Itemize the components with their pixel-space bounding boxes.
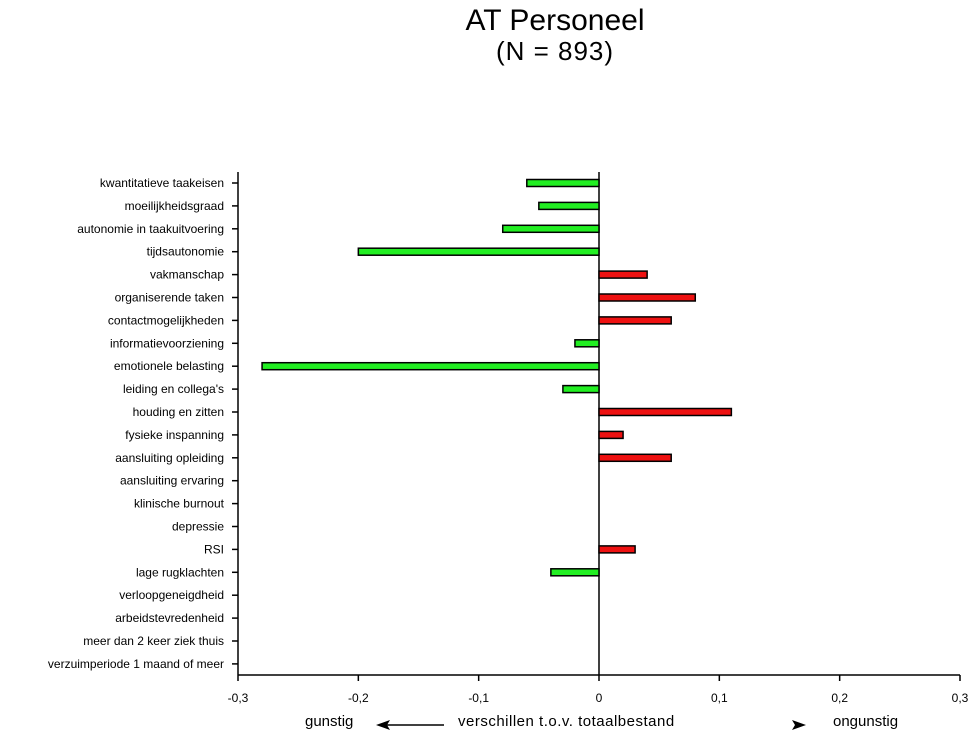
footer-unfavorable-label: ongunstig (833, 713, 899, 730)
category-label: tijdsautonomie (147, 245, 225, 259)
category-label: verloopgeneigdheid (119, 588, 224, 602)
category-label: arbeidstevredenheid (115, 611, 224, 625)
x-tick-label: 0,2 (831, 691, 848, 705)
bar (598, 430, 624, 440)
title-line-2: (N = 893) (495, 36, 615, 66)
category-label: autonomie in taakuitvoering (77, 222, 224, 236)
category-label: klinische burnout (134, 497, 225, 511)
arrow-right-icon (792, 720, 806, 730)
bar (501, 224, 600, 234)
category-label: RSI (204, 542, 224, 556)
category-label: kwantitatieve taakeisen (100, 176, 224, 190)
category-label: depressie (172, 520, 224, 534)
bar (598, 453, 672, 463)
footer-axis-caption: verschillen t.o.v. totaalbestand (458, 713, 675, 730)
category-label: lage rugklachten (136, 565, 224, 579)
category-label: meer dan 2 keer ziek thuis (83, 634, 224, 648)
x-tick-label: -0,1 (468, 691, 489, 705)
bar (574, 339, 600, 348)
bar (598, 407, 733, 417)
category-label: emotionele belasting (114, 359, 224, 373)
x-tick-label: -0,3 (228, 691, 249, 705)
category-label: contactmogelijkheden (108, 313, 224, 327)
category-label: fysieke inspanning (125, 428, 224, 442)
category-label: vakmanschap (150, 268, 224, 282)
category-label: organiserende taken (115, 291, 224, 305)
category-label: aansluiting opleiding (115, 451, 224, 465)
category-label: houding en zitten (133, 405, 224, 419)
x-tick-label: 0 (596, 691, 603, 705)
category-label: aansluiting ervaring (120, 474, 224, 488)
category-label: moeilijkheidsgraad (125, 199, 224, 213)
footer-favorable-label: gunstig (305, 713, 354, 730)
bar (357, 247, 600, 256)
category-label: leiding en collega's (123, 382, 224, 396)
x-tick-label: 0,1 (711, 691, 728, 705)
category-label: verzuimperiode 1 maand of meer (48, 657, 224, 671)
bar (598, 270, 648, 279)
x-tick-label: -0,2 (348, 691, 369, 705)
bar (598, 545, 636, 554)
arrow-left-icon (376, 720, 444, 730)
x-tick-label: 0,3 (952, 691, 969, 705)
category-label: informatievoorziening (110, 336, 224, 350)
bar (538, 201, 600, 211)
bar (598, 316, 672, 325)
title-line-1: AT Personeel (465, 4, 645, 37)
bar (550, 568, 600, 577)
bar (562, 384, 600, 394)
bar (261, 361, 600, 371)
bar (526, 178, 600, 188)
bar (598, 293, 697, 302)
